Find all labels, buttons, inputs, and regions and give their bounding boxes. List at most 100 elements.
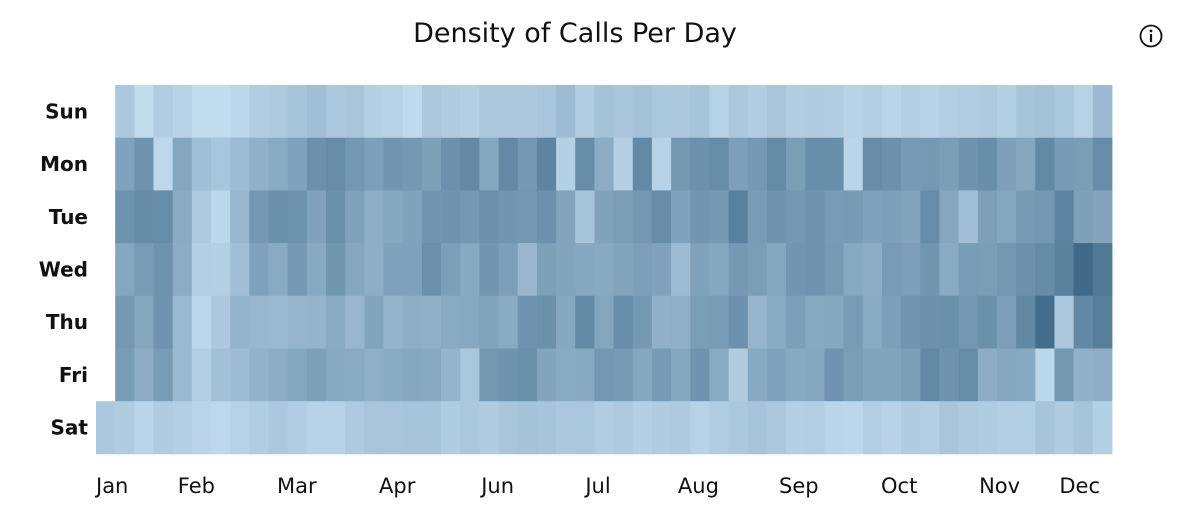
heatmap-cell	[996, 243, 1017, 297]
month-label-nov: Nov	[979, 474, 1020, 498]
heatmap-cell	[747, 137, 768, 191]
heatmap-cell	[632, 401, 653, 455]
heatmap-cell	[249, 190, 269, 244]
heatmap-cell	[728, 348, 749, 402]
heatmap-cell	[402, 190, 423, 244]
heatmap-cell	[1016, 243, 1036, 297]
heatmap-cell	[613, 190, 634, 244]
month-label-sep: Sep	[779, 474, 819, 498]
heatmap-cell	[747, 243, 768, 297]
heatmap-cell	[1016, 348, 1036, 402]
heatmap-cell	[1016, 85, 1036, 139]
row-label-fri: Fri	[59, 363, 88, 387]
heatmap-cell	[230, 295, 250, 349]
heatmap-cell	[421, 85, 442, 139]
heatmap-cell	[211, 401, 231, 455]
month-label-jan: Jan	[94, 474, 128, 498]
heatmap-cell	[345, 137, 365, 191]
heatmap-cell	[536, 243, 557, 297]
heatmap-cell	[939, 295, 960, 349]
heatmap-cell	[421, 348, 442, 402]
heatmap-cell	[862, 85, 883, 139]
heatmap-cell	[1092, 401, 1113, 455]
heatmap-cell	[786, 243, 806, 297]
heatmap-cell	[172, 85, 193, 139]
heatmap-cell	[996, 295, 1017, 349]
heatmap-cell	[1092, 85, 1113, 139]
heatmap-cell	[498, 85, 519, 139]
heatmap-cell	[556, 85, 576, 139]
heatmap-cell	[1073, 137, 1094, 191]
heatmap-cell	[709, 348, 729, 402]
heatmap-cell	[728, 295, 749, 349]
month-label-oct: Oct	[881, 474, 917, 498]
heatmap-cell	[747, 348, 768, 402]
heatmap-cell	[230, 190, 250, 244]
heatmap-cell	[153, 348, 174, 402]
heatmap-cell	[939, 85, 960, 139]
heatmap-cell	[268, 137, 289, 191]
heatmap-cell	[115, 295, 135, 349]
heatmap-cell	[536, 190, 557, 244]
heatmap-cell	[498, 243, 519, 297]
heatmap-cell	[306, 295, 327, 349]
heatmap-cell	[766, 85, 787, 139]
heatmap-cell	[690, 295, 710, 349]
heatmap-cell	[862, 295, 883, 349]
heatmap-cell	[709, 137, 729, 191]
heatmap-cell	[1073, 243, 1094, 297]
heatmap-cell	[958, 295, 979, 349]
heatmap-cell	[402, 243, 423, 297]
heatmap-cell	[172, 348, 193, 402]
heatmap-cell	[402, 401, 423, 455]
heatmap-cell	[268, 190, 289, 244]
heatmap-cell	[441, 401, 461, 455]
heatmap-cell	[498, 295, 519, 349]
heatmap-cell	[460, 85, 480, 139]
heatmap-cell	[977, 401, 998, 455]
heatmap-cell	[862, 401, 883, 455]
heatmap-cell	[460, 401, 480, 455]
heatmap-cell	[402, 295, 423, 349]
heatmap-cell	[249, 85, 269, 139]
heatmap-cell	[575, 295, 595, 349]
heatmap-cell	[671, 348, 691, 402]
heatmap-cell	[862, 137, 883, 191]
heatmap-cell	[901, 190, 921, 244]
heatmap-cell	[191, 85, 212, 139]
heatmap-cell	[1073, 190, 1094, 244]
heatmap-cell	[556, 243, 576, 297]
heatmap-cell	[498, 137, 519, 191]
heatmap-cell	[1035, 190, 1055, 244]
month-label-feb: Feb	[178, 474, 215, 498]
heatmap-cell	[805, 85, 825, 139]
heatmap-cell	[306, 348, 327, 402]
heatmap-cell	[690, 137, 710, 191]
heatmap-cell	[709, 243, 729, 297]
heatmap-cell	[862, 243, 883, 297]
heatmap-cell	[479, 401, 499, 455]
heatmap-cell	[977, 137, 998, 191]
row-label-sun: Sun	[45, 99, 88, 123]
heatmap-cell	[556, 295, 576, 349]
heatmap-cell	[939, 190, 960, 244]
heatmap-cell	[536, 295, 557, 349]
heatmap-cell	[632, 190, 653, 244]
row-label-sat: Sat	[51, 416, 89, 440]
heatmap-cell	[977, 85, 998, 139]
row-label-wed: Wed	[39, 257, 88, 281]
heatmap-cell	[249, 137, 269, 191]
row-label-thu: Thu	[46, 310, 88, 334]
heatmap-cell	[901, 243, 921, 297]
heatmap-cell	[939, 137, 960, 191]
heatmap-cell	[383, 243, 404, 297]
heatmap-cell	[1054, 85, 1075, 139]
heatmap-cell	[402, 137, 423, 191]
heatmap-cell	[536, 348, 557, 402]
heatmap-cell	[441, 348, 461, 402]
heatmap-cell	[441, 243, 461, 297]
heatmap-cell	[651, 243, 672, 297]
info-icon[interactable]	[1139, 24, 1163, 48]
heatmap-cell	[134, 190, 154, 244]
